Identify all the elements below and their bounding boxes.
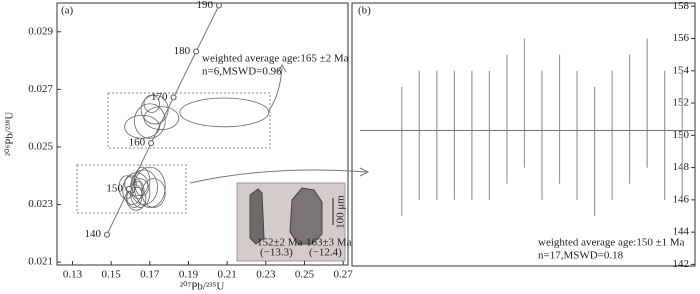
grain-label: 152±2 Ma [257, 237, 303, 249]
x-tick-label: 0.15 [102, 269, 122, 281]
error-ellipse [143, 94, 160, 113]
error-ellipse [133, 103, 166, 139]
age-label: 160 [129, 137, 146, 149]
y-tick-label: 0.025 [28, 140, 53, 152]
age-label: 190 [196, 0, 213, 11]
error-ellipse [124, 114, 160, 139]
y-tick-label: 0.029 [28, 25, 53, 37]
annotation: n=17,MSWD=0.18 [538, 250, 624, 262]
x-tick-label: 0.23 [256, 269, 276, 281]
y-tick-label: 142 [673, 258, 690, 270]
grain-label: (−13.3) [260, 247, 293, 259]
x-tick-label: 0.21 [218, 269, 237, 281]
concordia-node [193, 48, 200, 55]
panel-a-frame [56, 2, 349, 266]
age-label: 170 [151, 91, 168, 103]
age-label: 140 [84, 228, 101, 240]
grain-label: (−12.4) [309, 247, 342, 259]
error-ellipse [179, 97, 270, 128]
arrow-head [359, 167, 370, 177]
x-tick-label: 0.27 [334, 269, 354, 281]
y-tick-label: 146 [673, 193, 690, 205]
y-tick-label: 150 [673, 129, 690, 141]
x-tick-label: 0.17 [140, 269, 160, 281]
error-ellipse [143, 106, 180, 131]
error-ellipse [126, 186, 147, 211]
annotation: n=6,MSWD=0.96 [202, 66, 282, 78]
concordia-curve [106, 5, 220, 235]
grain-label: 163±3 Ma [306, 237, 352, 249]
scale-label: 100 μm [335, 195, 347, 229]
annotation: weighted average age:150 ±1 Ma [538, 237, 685, 249]
upper-box [107, 92, 271, 149]
error-ellipse [141, 178, 166, 208]
x-axis-label: ²⁰⁷Pb/²³⁵U [180, 281, 225, 293]
y-tick-label: 152 [673, 97, 690, 109]
age-label: 180 [174, 45, 191, 57]
y-axis-label: ²⁰⁶Pb/²³⁸U [4, 112, 16, 157]
annotation: weighted average age:165 ±2 Ma [202, 53, 349, 65]
x-tick-label: 0.19 [179, 269, 199, 281]
zircon-grain [249, 188, 265, 245]
concordia-node [215, 2, 222, 9]
age-label: 150 [106, 182, 123, 194]
y-tick-label: 148 [673, 161, 690, 173]
panel-b-frame [351, 2, 696, 267]
concordia-node [103, 231, 110, 238]
error-ellipse [132, 181, 145, 200]
y-tick-label: 0.027 [28, 83, 53, 95]
y-tick-label: 0.023 [28, 198, 53, 210]
error-ellipse [140, 94, 169, 125]
y-tick-label: 144 [673, 226, 690, 238]
panel-label: (b) [358, 5, 371, 17]
y-tick-label: 154 [673, 64, 690, 76]
concordia-node [148, 140, 155, 147]
arrow-head [277, 63, 287, 73]
annotation-arrow [267, 67, 283, 113]
y-tick-label: 0.021 [28, 256, 53, 268]
lower-box [76, 164, 187, 214]
y-tick-label: 158 [673, 0, 690, 12]
zircon-grain [289, 187, 323, 245]
link-arrow [189, 169, 367, 184]
panel-label: (a) [61, 5, 74, 17]
y-tick-label: 156 [673, 32, 690, 44]
x-tick-label: 0.13 [63, 269, 83, 281]
error-ellipse [124, 175, 137, 194]
concordia-node [125, 185, 132, 192]
concordia-node [170, 94, 177, 101]
x-tick-label: 0.25 [295, 269, 315, 281]
